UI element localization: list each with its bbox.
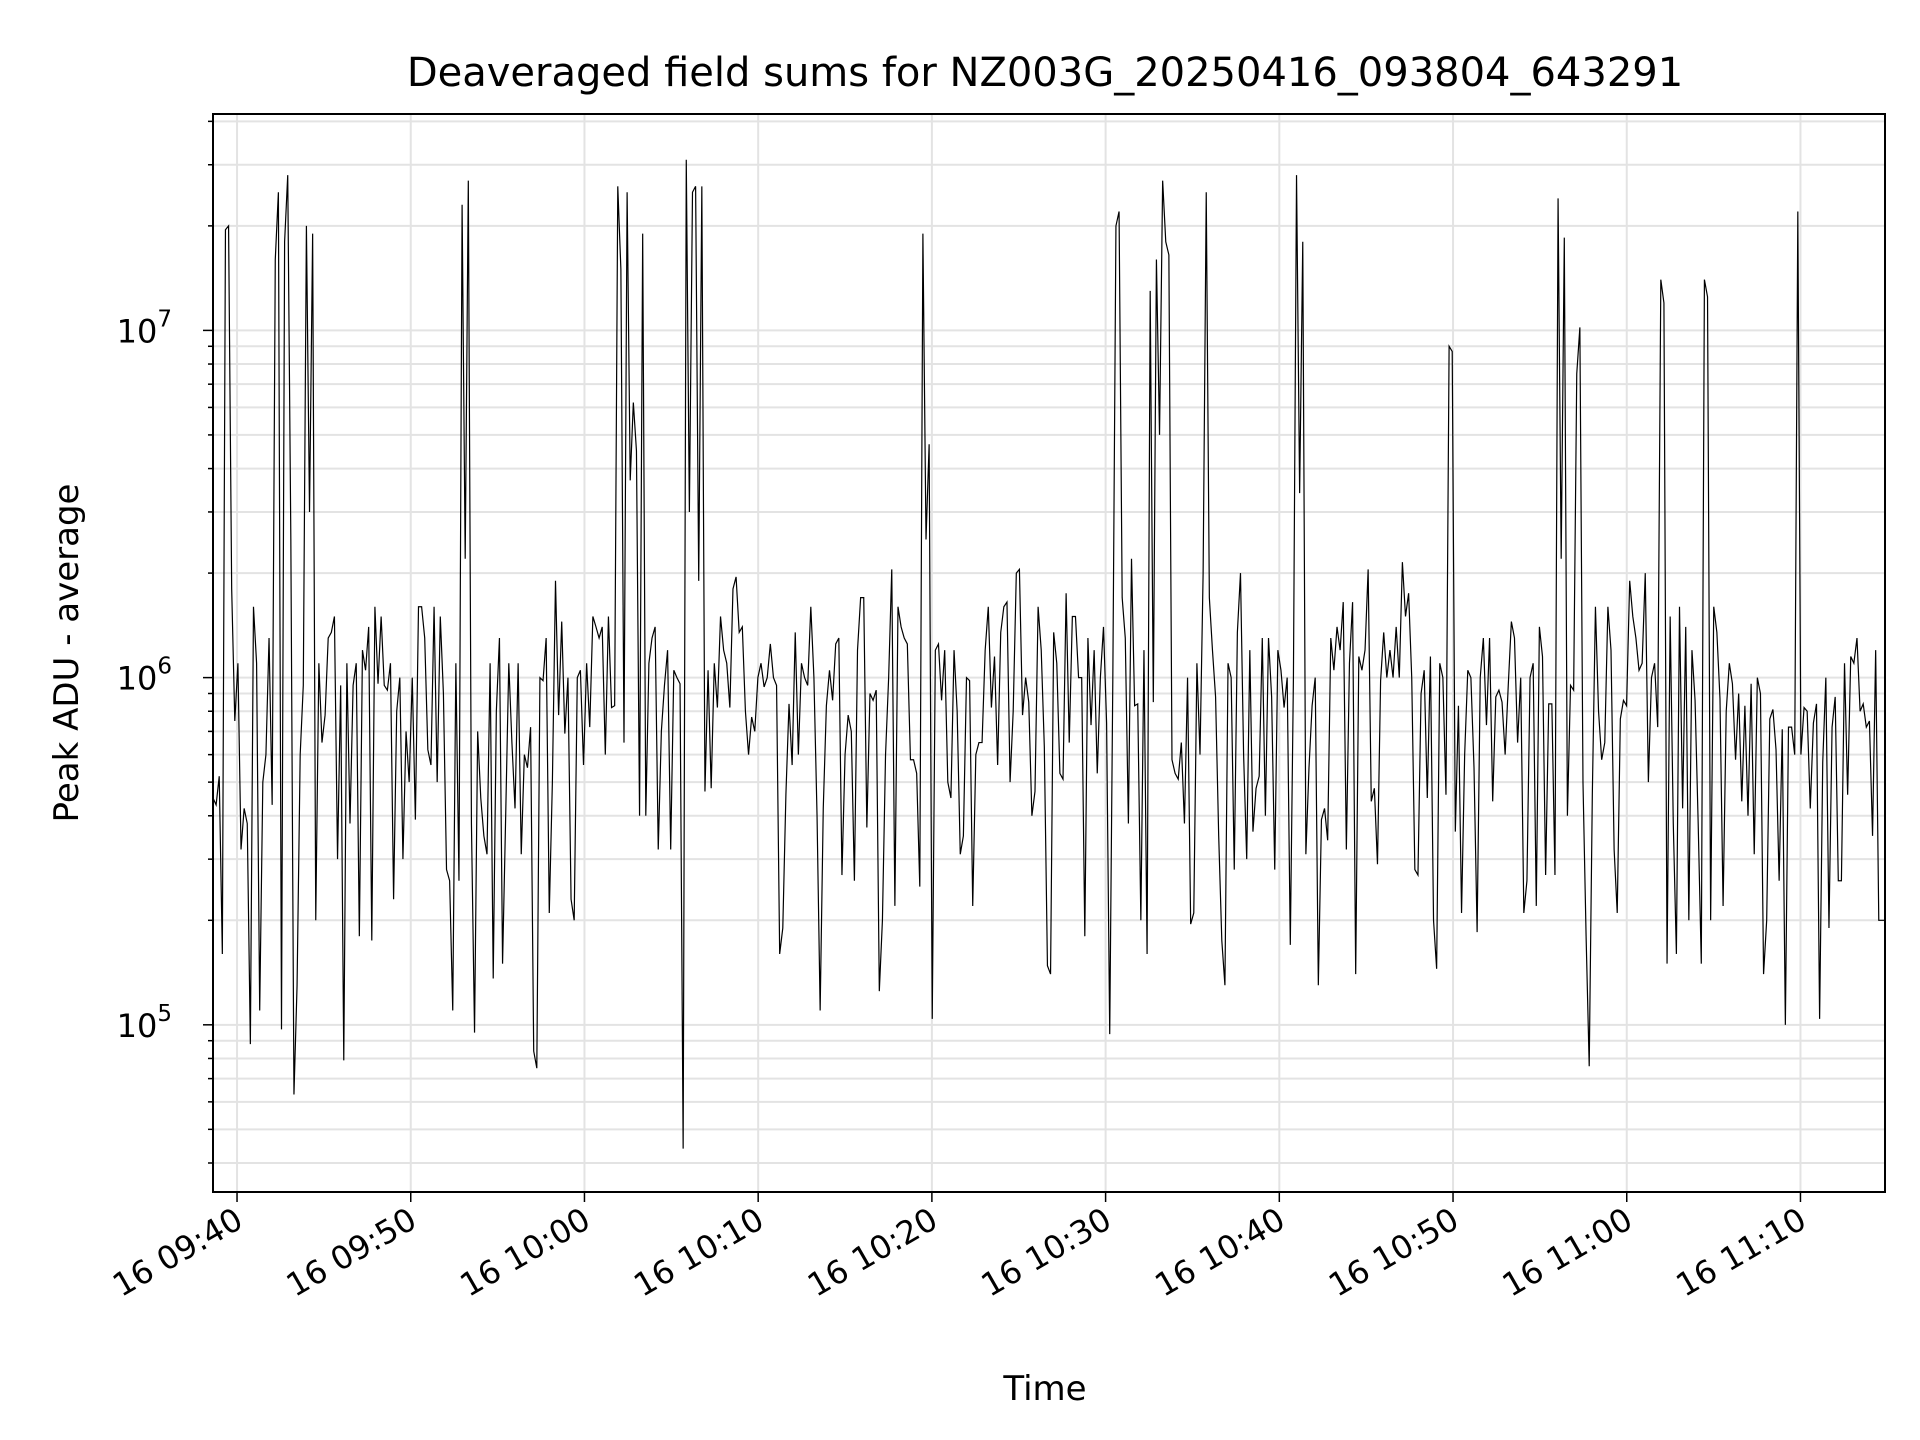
series (212, 159, 1885, 1149)
y-tick-label: 106 (117, 654, 172, 698)
plot-frame (212, 113, 1886, 1193)
y-axis: 105 106 107 (117, 120, 213, 1164)
chart-title: Deaveraged field sums for NZ003G_2025041… (407, 50, 1683, 96)
y-axis-title: Peak ADU - average (47, 484, 87, 823)
x-axis-title: Time (1002, 1369, 1086, 1409)
y-tick-label: 105 (117, 1001, 172, 1045)
series-line (212, 159, 1885, 1149)
y-tick-label: 107 (117, 306, 172, 350)
